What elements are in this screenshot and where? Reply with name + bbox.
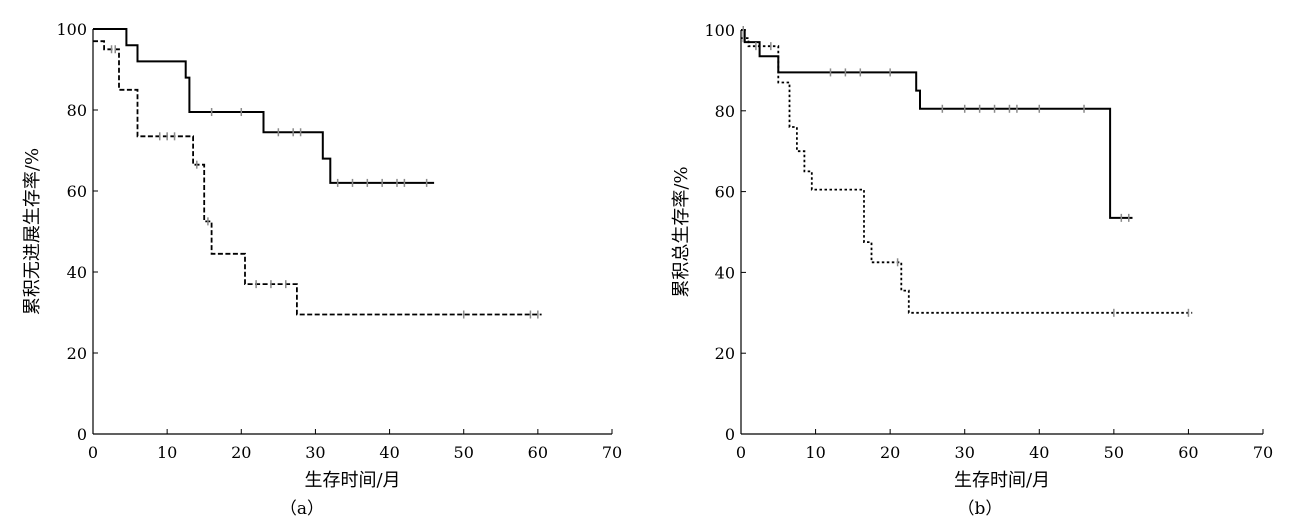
series-1-curve xyxy=(741,37,1193,314)
series-0-curve xyxy=(93,28,435,184)
y-tick-label: 40 xyxy=(67,263,87,282)
y-tick-label: 40 xyxy=(715,263,735,282)
x-tick-label: 50 xyxy=(1104,443,1124,462)
y-tick-label: 100 xyxy=(704,21,735,40)
x-tick-label: 0 xyxy=(88,443,98,462)
panel-a: 0 10 20 30 40 50 60 70 0 20 40 60 80 100 生存时间/月 累积无进展生存… xyxy=(22,20,622,519)
x-tick-label: 60 xyxy=(528,443,548,462)
x-tick-label: 20 xyxy=(880,443,900,462)
series-1-curve xyxy=(93,40,542,316)
y-tick-label: 60 xyxy=(715,183,735,202)
y-tick-label: 0 xyxy=(77,425,87,444)
x-tick-label: 40 xyxy=(1029,443,1049,462)
y-axis-title: 累积总生存率/% xyxy=(671,166,692,297)
x-tick-label: 40 xyxy=(379,443,399,462)
x-tick-label: 10 xyxy=(805,443,825,462)
series-0-curve xyxy=(741,29,1133,219)
panel-label: （a） xyxy=(280,499,324,519)
y-tick-label: 20 xyxy=(715,344,735,363)
x-tick-label: 0 xyxy=(736,443,746,462)
x-tick-label: 70 xyxy=(1253,443,1273,462)
x-tick-label: 50 xyxy=(454,443,474,462)
y-tick-label: 60 xyxy=(67,182,87,201)
x-axis-title: 生存时间/月 xyxy=(954,470,1050,491)
x-tick-label: 70 xyxy=(602,443,622,462)
y-axis-title: 累积无进展生存率/% xyxy=(22,148,43,315)
x-tick-label: 30 xyxy=(305,443,325,462)
x-axis-title: 生存时间/月 xyxy=(304,470,400,491)
x-tick-label: 10 xyxy=(157,443,177,462)
x-tick-label: 20 xyxy=(231,443,251,462)
y-tick-label: 100 xyxy=(56,20,87,39)
panel-label: （b） xyxy=(958,499,1003,519)
y-tick-label: 80 xyxy=(715,102,735,121)
panel-b: 0 10 20 30 40 50 60 70 0 20 40 60 80 100 生存时间/月 累积总生存率/… xyxy=(671,21,1273,519)
x-tick-label: 30 xyxy=(955,443,975,462)
y-tick-label: 0 xyxy=(725,425,735,444)
y-tick-label: 20 xyxy=(67,344,87,363)
y-tick-label: 80 xyxy=(67,101,87,120)
x-tick-label: 60 xyxy=(1178,443,1198,462)
